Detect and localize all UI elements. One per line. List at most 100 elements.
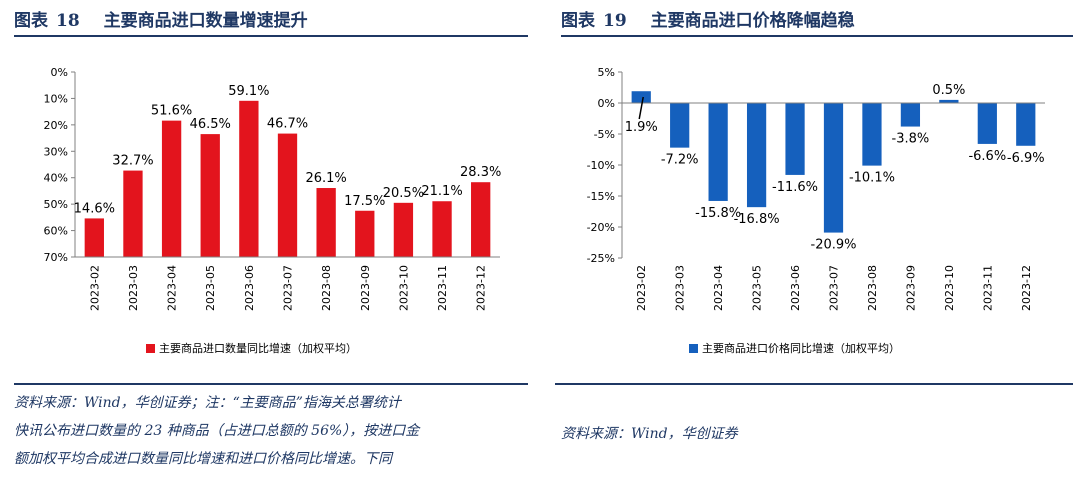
- left-x-tick-label: 2023-03: [127, 265, 140, 311]
- right-bar: [823, 103, 844, 233]
- left-data-label: 51.6%: [151, 104, 192, 119]
- left-source-line-3: 额加权平均合成进口数量同比增速和进口价格同比增速。下同: [14, 451, 392, 467]
- right-data-label: -15.8%: [695, 206, 741, 221]
- left-data-label: 59.1%: [228, 84, 269, 99]
- left-data-label: 21.1%: [421, 184, 462, 199]
- left-y-tick-label: 0%: [51, 66, 68, 79]
- right-leader-line: [638, 96, 644, 120]
- left-x-tick-label: 2023-11: [436, 265, 449, 311]
- right-title-number: 19: [603, 11, 627, 31]
- left-data-label: 14.6%: [74, 201, 115, 216]
- left-figure-title: 图表 18 主要商品进口数量增速提升: [14, 6, 308, 31]
- left-bar: [471, 182, 491, 257]
- right-data-label: -3.8%: [892, 132, 930, 147]
- left-data-label: 20.5%: [383, 186, 424, 201]
- left-x-tick-label: 2023-02: [88, 265, 101, 311]
- left-data-label: 32.7%: [112, 154, 153, 169]
- left-legend: 主要商品进口数量同比增速（加权平均）: [146, 340, 357, 356]
- left-y-tick-label: 30%: [44, 145, 68, 158]
- left-y-tick-label: 10%: [44, 92, 68, 105]
- left-data-label: 46.5%: [190, 117, 231, 132]
- left-x-tick-label: 2023-10: [397, 265, 410, 311]
- right-legend-label: 主要商品进口价格同比增速（加权平均）: [702, 342, 900, 355]
- right-y-tick-label: -10%: [587, 159, 615, 172]
- right-x-tick-label: 2023-02: [635, 265, 648, 311]
- left-bar: [200, 134, 220, 257]
- left-bar: [161, 120, 182, 257]
- right-bar: [900, 103, 921, 127]
- right-y-tick-label: -20%: [587, 221, 615, 234]
- right-x-tick-label: 2023-08: [866, 265, 879, 311]
- left-bottom-rule: [14, 383, 528, 385]
- right-data-label: -6.6%: [968, 149, 1006, 164]
- right-bottom-rule: [555, 383, 1073, 385]
- right-bar: [746, 103, 767, 208]
- left-source-line-2: 快讯公布进口数量的 23 种商品（占进口总额的 56%），按进口金: [14, 423, 420, 439]
- left-source-note: 资料来源：Wind，华创证券；注：“主要商品”指海关总署统计 快讯公布进口数量的…: [14, 389, 524, 473]
- right-data-label: -10.1%: [849, 171, 895, 186]
- right-bar: [862, 103, 882, 166]
- left-x-tick-label: 2023-04: [166, 265, 179, 311]
- left-data-label: 28.3%: [460, 165, 501, 180]
- left-bar: [355, 210, 375, 257]
- right-y-tick-label: -15%: [587, 190, 615, 203]
- right-y-tick-label: -25%: [587, 252, 615, 265]
- right-data-label: -6.9%: [1007, 151, 1045, 166]
- right-x-tick-label: 2023-11: [981, 265, 994, 311]
- right-title-rule: [561, 35, 1073, 37]
- right-data-label: -16.8%: [734, 212, 780, 227]
- left-data-label: 46.7%: [267, 117, 308, 132]
- left-title-text: 主要商品进口数量增速提升: [103, 11, 308, 31]
- left-x-tick-label: 2023-06: [243, 265, 256, 311]
- right-bar: [785, 103, 805, 175]
- right-bar: [708, 103, 728, 201]
- right-x-tick-label: 2023-10: [943, 265, 956, 311]
- right-data-label: 0.5%: [932, 83, 965, 98]
- right-data-label: 1.9%: [625, 120, 658, 135]
- left-bar: [84, 218, 104, 257]
- right-figure-title: 图表 19 主要商品进口价格降幅趋稳: [561, 6, 855, 31]
- left-x-tick-label: 2023-07: [282, 265, 295, 311]
- right-bar: [1016, 103, 1036, 146]
- right-legend-swatch: [689, 344, 698, 353]
- left-bar: [277, 133, 298, 257]
- left-y-tick-label: 20%: [44, 119, 68, 132]
- right-x-tick-label: 2023-03: [674, 265, 687, 311]
- left-title-prefix: 图表: [14, 11, 48, 31]
- left-source-line-1: 资料来源：Wind，华创证券；注：“主要商品”指海关总署统计: [14, 395, 401, 411]
- left-legend-label: 主要商品进口数量同比增速（加权平均）: [159, 342, 357, 355]
- left-bar: [316, 188, 336, 257]
- right-bar-chart: 5% 0% -5% -10% -15% -20% -25% 1.9% 2023-02 -7.2% 2…: [587, 66, 1045, 311]
- left-bar: [123, 170, 143, 257]
- left-x-tick-label: 2023-12: [475, 265, 488, 311]
- right-title-text: 主要商品进口价格降幅趋稳: [650, 11, 855, 31]
- left-y-tick-label: 50%: [44, 198, 68, 211]
- left-bar: [393, 202, 414, 257]
- right-bar: [939, 99, 959, 103]
- right-y-tick-label: -5%: [594, 128, 615, 141]
- right-x-tick-label: 2023-04: [712, 265, 725, 311]
- left-x-tick-label: 2023-08: [320, 265, 333, 311]
- right-x-tick-label: 2023-06: [789, 265, 802, 311]
- left-bar-chart: 0% 10% 20% 30% 40% 50% 60% 70% 14.6% 2023-02 32.7%…: [44, 66, 502, 311]
- right-title-prefix: 图表: [561, 11, 595, 31]
- right-y-tick-label: 0%: [598, 97, 615, 110]
- left-data-label: 26.1%: [305, 171, 346, 186]
- right-y-tick-label: 5%: [598, 66, 615, 79]
- left-x-tick-label: 2023-05: [204, 265, 217, 311]
- left-title-number: 18: [56, 11, 80, 31]
- left-y-tick-label: 70%: [44, 251, 68, 264]
- right-x-tick-label: 2023-09: [904, 265, 917, 311]
- left-bar: [432, 201, 452, 257]
- right-data-label: -7.2%: [661, 153, 699, 168]
- right-x-tick-label: 2023-07: [828, 265, 841, 311]
- right-data-label: -20.9%: [811, 238, 857, 253]
- right-x-tick-label: 2023-05: [751, 265, 764, 311]
- left-x-tick-label: 2023-09: [359, 265, 372, 311]
- left-title-rule: [14, 35, 528, 37]
- left-legend-swatch: [146, 344, 155, 353]
- right-bar: [670, 103, 690, 148]
- left-y-tick-label: 60%: [44, 225, 68, 238]
- right-bar: [631, 91, 651, 103]
- right-bar: [977, 103, 997, 144]
